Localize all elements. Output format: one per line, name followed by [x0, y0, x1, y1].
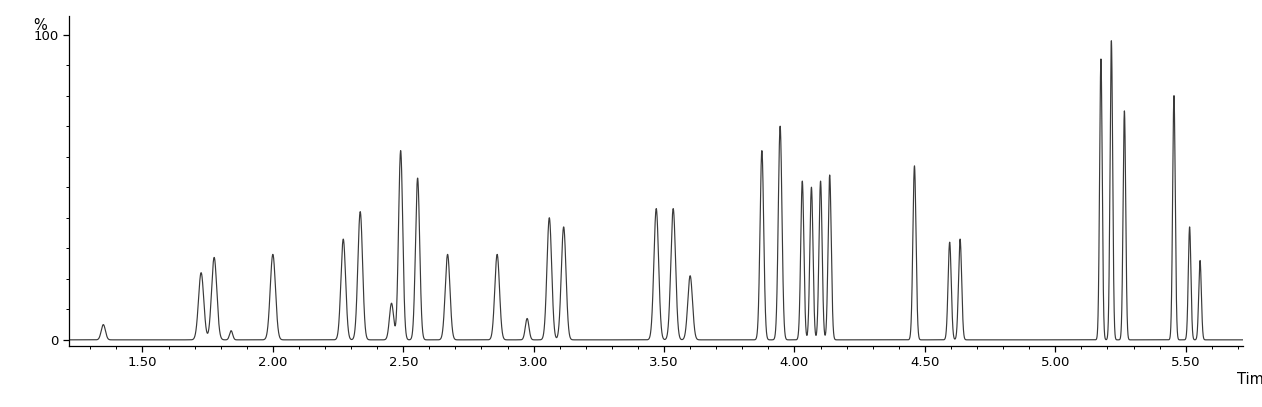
Y-axis label: %: % — [33, 18, 47, 33]
X-axis label: Time: Time — [1237, 372, 1262, 387]
